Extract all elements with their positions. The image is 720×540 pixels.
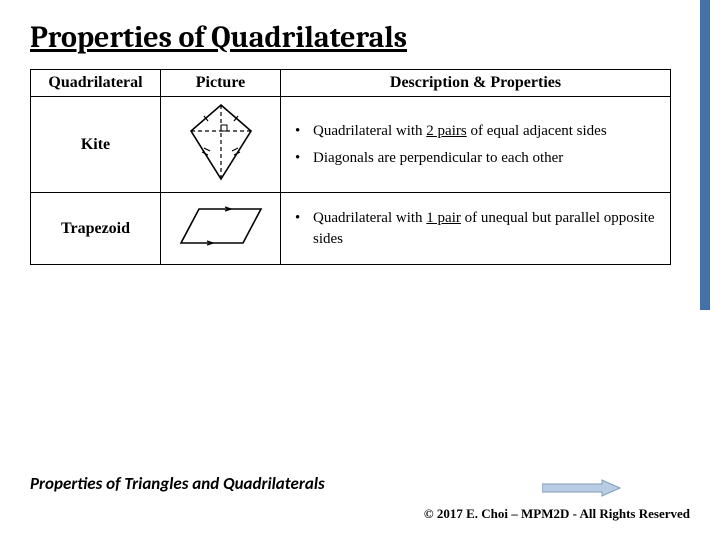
kite-icon <box>181 101 261 183</box>
arrow-icon <box>542 478 622 498</box>
table-row: Trapezoid Quadrilateral with 1 pair of u… <box>31 193 671 265</box>
row-kite-name: Kite <box>31 97 161 193</box>
text: Quadrilateral with <box>313 123 426 139</box>
trapezoid-bullet-1: Quadrilateral with 1 pair of unequal but… <box>291 208 660 249</box>
text: 1 pair <box>426 210 461 226</box>
row-trapezoid-picture <box>161 193 281 265</box>
kite-bullet-1: Quadrilateral with 2 pairs of equal adja… <box>291 121 660 141</box>
row-trapezoid-description: Quadrilateral with 1 pair of unequal but… <box>281 193 671 265</box>
footer-subtitle: Properties of Triangles and Quadrilatera… <box>30 473 325 494</box>
row-trapezoid-name: Trapezoid <box>31 193 161 265</box>
header-picture: Picture <box>161 70 281 97</box>
text: Quadrilateral with <box>313 210 426 226</box>
kite-bullet-2: Diagonals are perpendicular to each othe… <box>291 148 660 168</box>
table-header-row: Quadrilateral Picture Description & Prop… <box>31 70 671 97</box>
text: Diagonals are perpendicular to each othe… <box>313 150 563 166</box>
accent-bar <box>700 0 710 310</box>
properties-table: Quadrilateral Picture Description & Prop… <box>30 69 671 265</box>
slide: Properties of Quadrilaterals Quadrilater… <box>0 0 720 540</box>
row-kite-picture <box>161 97 281 193</box>
header-description: Description & Properties <box>281 70 671 97</box>
header-quadrilateral: Quadrilateral <box>31 70 161 97</box>
table-row: Kite <box>31 97 671 193</box>
row-kite-description: Quadrilateral with 2 pairs of equal adja… <box>281 97 671 193</box>
text: of equal adjacent sides <box>467 123 607 139</box>
copyright-text: © 2017 E. Choi – MPM2D - All Rights Rese… <box>424 506 690 522</box>
trapezoid-icon <box>173 197 269 255</box>
text: 2 pairs <box>426 123 466 139</box>
page-title: Properties of Quadrilaterals <box>30 20 690 55</box>
